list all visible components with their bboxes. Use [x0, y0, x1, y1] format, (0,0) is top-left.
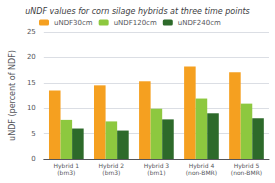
svg-text:Hybrid 1: Hybrid 1	[53, 162, 80, 169]
svg-text:(bm3): (bm3)	[57, 169, 75, 176]
svg-text:(bm3): (bm3)	[102, 169, 120, 176]
svg-text:(non-BMR): (non-BMR)	[231, 169, 262, 176]
svg-text:0: 0	[31, 155, 35, 163]
svg-text:uNDF (percent of NDF): uNDF (percent of NDF)	[8, 50, 17, 141]
svg-text:Hybrid 2: Hybrid 2	[98, 162, 125, 169]
svg-text:Hybrid 4: Hybrid 4	[188, 162, 215, 169]
svg-text:25: 25	[27, 28, 36, 36]
svg-text:uNDF30cm: uNDF30cm	[54, 19, 93, 27]
svg-text:5: 5	[31, 130, 35, 138]
svg-text:uNDF values for corn silage hy: uNDF values for corn silage hybrids at t…	[25, 7, 250, 16]
svg-text:Hybrid 3: Hybrid 3	[143, 162, 170, 169]
svg-text:uNDF120cm: uNDF120cm	[114, 19, 157, 27]
svg-text:20: 20	[27, 53, 36, 61]
svg-text:uNDF240cm: uNDF240cm	[178, 19, 221, 27]
svg-text:(non-BMR): (non-BMR)	[186, 169, 217, 176]
svg-text:10: 10	[27, 104, 36, 112]
svg-text:(bm1): (bm1)	[147, 169, 165, 176]
svg-text:15: 15	[27, 79, 36, 87]
svg-text:Hybrid 5: Hybrid 5	[233, 162, 260, 169]
